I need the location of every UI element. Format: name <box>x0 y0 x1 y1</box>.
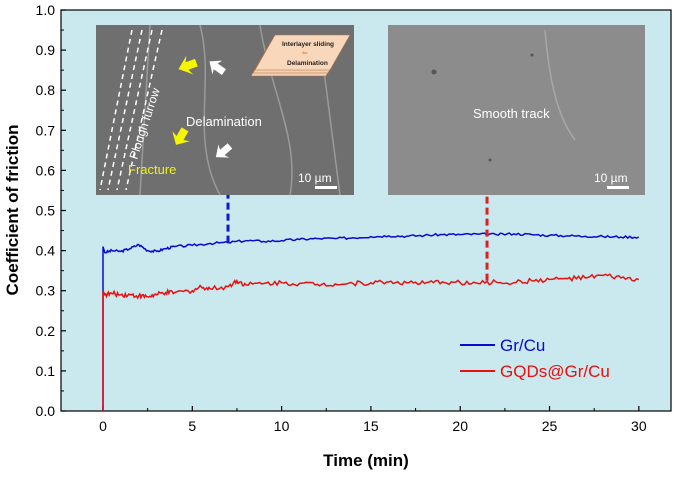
x-tick-label: 30 <box>631 418 647 434</box>
series-line-gqds-gr-cu <box>102 273 640 411</box>
smooth-track-label: Smooth track <box>473 106 550 121</box>
sem-inset-smooth-track: Smooth track 10 µm <box>388 25 645 195</box>
white-arrow-icon <box>209 60 226 76</box>
legend-label-gqds: GQDs@Gr/Cu <box>500 362 610 381</box>
plough-furrow-lines <box>99 29 163 191</box>
layer-schematic: Interlayer sliding ⇐ Delamination <box>250 34 351 77</box>
sem-inset-delamination: Plough furrow Delamination Fracture Inte… <box>96 24 354 196</box>
y-tick-label: 0.4 <box>36 243 56 259</box>
delamination-label: Delamination <box>186 114 262 129</box>
fracture-label: Fracture <box>128 162 176 177</box>
schematic-bottom-label: Delamination <box>287 60 328 67</box>
scale-bar-label-left: 10 µm <box>298 171 332 185</box>
y-tick-label: 0.5 <box>36 203 56 219</box>
x-tick-label: 25 <box>542 418 558 434</box>
y-tick-label: 0.8 <box>36 82 56 98</box>
y-tick-label: 0.6 <box>36 162 56 178</box>
legend-label-gr-cu: Gr/Cu <box>500 336 545 355</box>
x-tick-label: 20 <box>452 418 468 434</box>
x-tick-label: 5 <box>188 418 196 434</box>
x-tick-label: 15 <box>363 418 379 434</box>
y-tick-label: 1.0 <box>36 2 56 18</box>
scale-bar-label-right: 10 µm <box>594 171 628 185</box>
series-line-gr-cu <box>102 232 640 411</box>
x-axis-label: Time (min) <box>323 451 409 470</box>
x-tick-label: 10 <box>274 418 290 434</box>
y-axis-label: Coefficient of friction <box>3 125 22 296</box>
scale-bar-left <box>315 186 337 189</box>
y-tick-label: 0.1 <box>36 363 56 379</box>
yellow-arrow-icon <box>178 55 198 75</box>
legend: Gr/Cu GQDs@Gr/Cu <box>460 336 610 381</box>
yellow-arrow-icon <box>172 127 190 145</box>
y-tick-label: 0.0 <box>36 403 56 419</box>
schematic-top-label: Interlayer sliding <box>282 41 334 48</box>
y-tick-label: 0.7 <box>36 122 56 138</box>
y-tick-label: 0.9 <box>36 42 56 58</box>
y-tick-label: 0.3 <box>36 283 56 299</box>
white-arrow-icon <box>215 143 233 158</box>
y-tick-label: 0.2 <box>36 323 56 339</box>
scale-bar-right <box>607 186 629 189</box>
orange-arrow-icon: ⇐ <box>302 50 308 57</box>
x-tick-label: 0 <box>99 418 107 434</box>
